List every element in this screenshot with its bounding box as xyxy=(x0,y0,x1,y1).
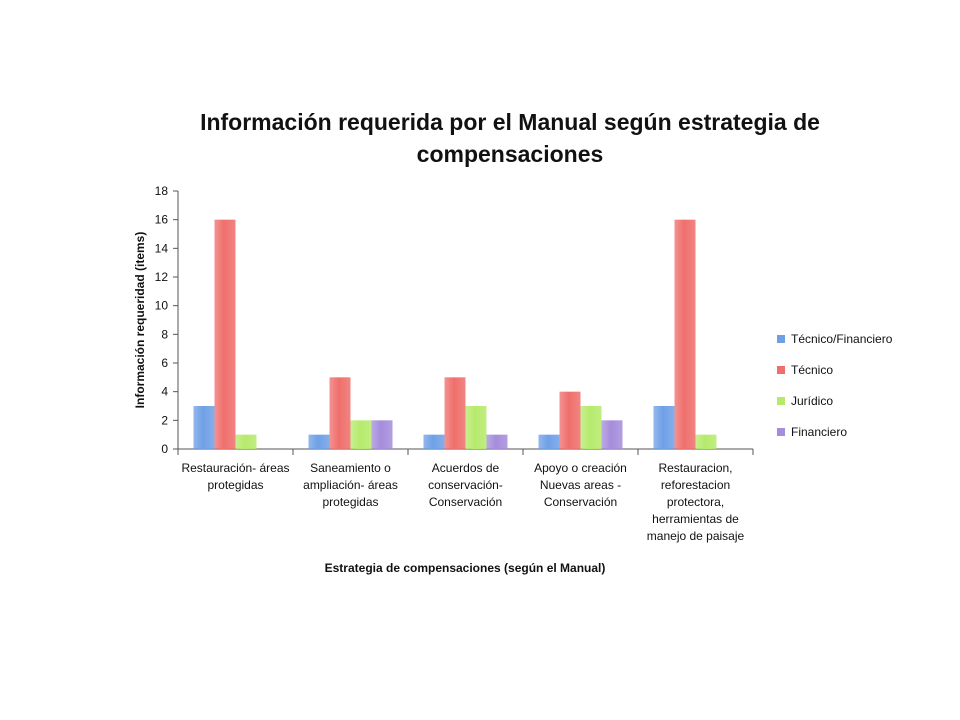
bar xyxy=(235,434,257,449)
x-tick-label: Acuerdos de xyxy=(432,461,500,475)
x-tick-label: Saneamiento o xyxy=(310,461,391,475)
bar xyxy=(329,377,351,449)
bar xyxy=(423,434,445,449)
x-tick-label: Apoyo o creación xyxy=(534,461,627,475)
x-tick-label: ampliación- áreas xyxy=(303,478,398,492)
legend: Técnico/Financiero Técnico Jurídico Financi… xyxy=(777,332,893,439)
y-tick-label: 16 xyxy=(155,213,169,227)
y-tick-label: 2 xyxy=(161,413,168,427)
x-tick-label: conservación- xyxy=(428,478,503,492)
bar xyxy=(538,434,560,449)
bar xyxy=(674,219,696,449)
y-tick-label: 8 xyxy=(161,327,168,341)
y-tick-label: 12 xyxy=(155,270,169,284)
y-axis-title: Información requeridad (items) xyxy=(133,232,147,409)
bar xyxy=(580,406,602,449)
y-tick-label: 0 xyxy=(161,442,168,456)
bar xyxy=(559,391,581,449)
y-tick-label: 10 xyxy=(155,299,169,313)
legend-label: Técnico/Financiero xyxy=(791,332,893,346)
bar xyxy=(308,434,330,449)
chart-title-line: Información requerida por el Manual segú… xyxy=(200,109,820,135)
legend-label: Técnico xyxy=(791,363,833,377)
legend-label: Jurídico xyxy=(791,394,833,408)
x-tick-label: reforestacion xyxy=(661,478,730,492)
y-tick-label: 4 xyxy=(161,385,168,399)
x-tick-label: protectora, xyxy=(667,495,724,509)
x-tick-label: protegidas xyxy=(322,495,378,509)
x-tick-label: herramientas de xyxy=(652,512,739,526)
legend-label: Financiero xyxy=(791,425,847,439)
chart-title: Información requerida por el Manual segú… xyxy=(200,109,820,167)
bar xyxy=(601,420,623,449)
x-axis-title: Estrategia de compensaciones (según el M… xyxy=(325,561,606,575)
x-tick-label: Conservación xyxy=(429,495,502,509)
legend-swatch xyxy=(777,335,785,343)
bars xyxy=(193,219,717,449)
x-tick-label: Conservación xyxy=(544,495,617,509)
bar xyxy=(695,434,717,449)
x-axis-label: Estrategia de compensaciones (según el M… xyxy=(325,561,606,575)
bar xyxy=(653,406,675,449)
legend-swatch xyxy=(777,397,785,405)
y-tick-label: 18 xyxy=(155,184,169,198)
x-tick-label: Nuevas areas - xyxy=(540,478,621,492)
y-axis-ticks: 0 2 4 6 8 10 12 14 16 18 xyxy=(155,184,178,456)
x-tick-label: protegidas xyxy=(207,478,263,492)
y-tick-label: 6 xyxy=(161,356,168,370)
legend-swatch xyxy=(777,428,785,436)
legend-swatch xyxy=(777,366,785,374)
bar xyxy=(465,406,487,449)
chart-title-line: compensaciones xyxy=(417,141,604,167)
bar xyxy=(444,377,466,449)
x-tick-label: Restauracion, xyxy=(658,461,732,475)
bar xyxy=(371,420,393,449)
bar xyxy=(214,219,236,449)
x-tick-label: manejo de paisaje xyxy=(647,529,745,543)
bar xyxy=(486,434,508,449)
y-axis-label: Información requeridad (items) xyxy=(133,232,147,409)
x-tick-label: Restauración- áreas xyxy=(181,461,289,475)
x-axis-ticks: Restauración- áreas protegidas Saneamiento… xyxy=(181,461,744,543)
bar xyxy=(193,406,215,449)
bar xyxy=(350,420,372,449)
y-tick-label: 14 xyxy=(155,241,169,255)
